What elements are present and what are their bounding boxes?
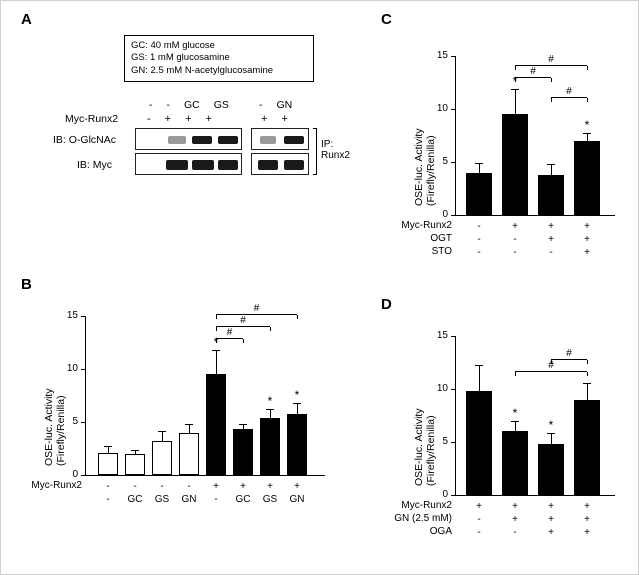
ib-oglcnac-label: IB: O-GlcNAc	[53, 134, 116, 146]
panel-c-chart: OSE-luc. Activity(Firefly/Renilla) 05101…	[401, 21, 621, 281]
treatment-row-1: - - GC GS	[149, 99, 229, 111]
panel-label-d: D	[381, 296, 392, 313]
myc-runx2-label: Myc-Runx2	[65, 113, 118, 125]
legend-box: GC: 40 mM glucose GS: 1 mM glucosamine G…	[124, 35, 314, 82]
panel-label-b: B	[21, 276, 32, 293]
bar	[206, 374, 226, 475]
ip-text: IP: Runx2	[321, 139, 350, 161]
chart-area-c: 051015**###Myc-Runx2-+++OGT--++STO---+	[455, 56, 615, 216]
ip-bracket	[313, 128, 317, 175]
bar	[466, 391, 492, 495]
myc-signs-2: ++	[261, 113, 302, 125]
ylabel-d: OSE-luc. Activity(Firefly/Renilla)	[413, 408, 437, 486]
bar	[574, 400, 600, 495]
bar	[574, 141, 600, 215]
blot-myc-1	[135, 153, 242, 175]
treat-1: -	[149, 99, 153, 111]
bar	[260, 418, 280, 475]
blot-oglcnac-1	[135, 128, 242, 150]
bar	[125, 454, 145, 475]
treat-4: GS	[214, 99, 229, 111]
bar	[466, 173, 492, 215]
myc-signs-1: -+++	[147, 113, 226, 125]
treat-6: GN	[277, 99, 293, 111]
bar	[179, 433, 199, 475]
ylabel-c: OSE-luc. Activity(Firefly/Renilla)	[413, 128, 437, 206]
ylabel-b: OSE-luc. Activity(Firefly/Renilla)	[43, 388, 67, 466]
legend-gc: GC: 40 mM glucose	[131, 40, 307, 52]
panel-label-c: C	[381, 11, 392, 28]
treat-3: GC	[184, 99, 200, 111]
blot-myc-2	[251, 153, 309, 175]
panel-label-a: A	[21, 11, 32, 28]
legend-gn: GN: 2.5 mM N-acetylglucosamine	[131, 65, 307, 77]
treat-2: -	[167, 99, 171, 111]
treat-5: -	[259, 99, 263, 111]
panel-b-chart: OSE-luc. Activity(Firefly/Renilla) 05101…	[31, 296, 351, 546]
blot-oglcnac-2	[251, 128, 309, 150]
bar	[538, 444, 564, 495]
bar	[287, 414, 307, 475]
bar	[98, 453, 118, 475]
chart-area-d: 051015**##Myc-Runx2++++GN (2.5 mM)-+++OG…	[455, 336, 615, 496]
bar	[502, 431, 528, 495]
treatment-row-2: - GN	[259, 99, 292, 111]
bar	[152, 441, 172, 475]
chart-area-b: 051015***###Myc-Runx2----++++-GCGSGN-GCG…	[85, 316, 325, 476]
legend-gs: GS: 1 mM glucosamine	[131, 52, 307, 64]
bar	[233, 429, 253, 475]
panel-d-chart: OSE-luc. Activity(Firefly/Renilla) 05101…	[401, 306, 621, 566]
ib-myc-label: IB: Myc	[77, 159, 112, 171]
bar	[502, 114, 528, 215]
bar	[538, 175, 564, 215]
